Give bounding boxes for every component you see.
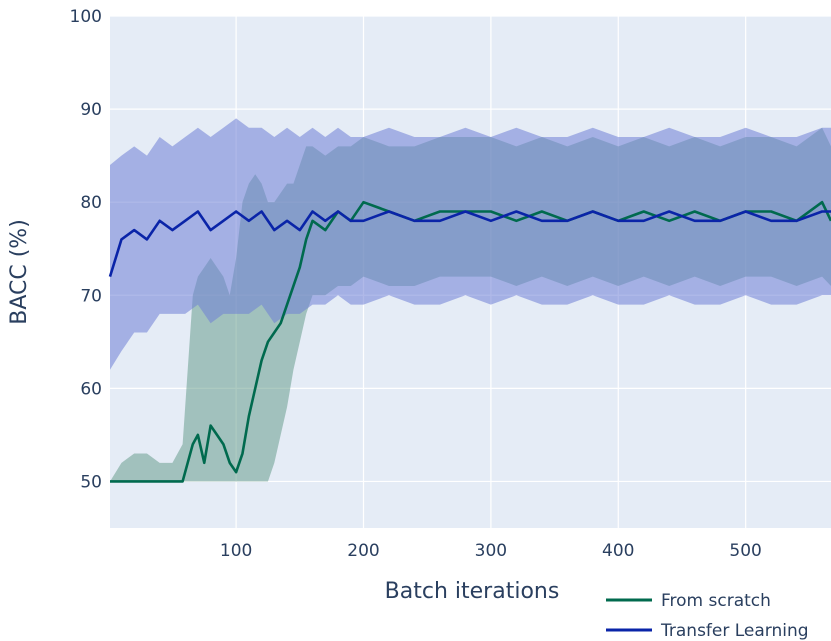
x-tick-label: 200 (347, 541, 379, 561)
legend: From scratch Transfer Learning (606, 591, 809, 641)
confidence-bands (110, 118, 831, 482)
y-tick-label: 90 (80, 100, 102, 120)
x-tick-label: 400 (602, 541, 634, 561)
y-tick-label: 100 (70, 7, 102, 27)
x-tick-label: 300 (475, 541, 507, 561)
x-axis-title: Batch iterations (385, 579, 560, 604)
y-tick-label: 70 (80, 286, 102, 306)
band-transfer-learning (110, 118, 831, 370)
y-tick-label: 50 (80, 472, 102, 492)
y-tick-label: 60 (80, 379, 102, 399)
x-tick-labels: 100 200 300 400 500 (220, 541, 762, 561)
legend-item-transfer-learning[interactable]: Transfer Learning (606, 621, 809, 641)
legend-label-transfer-learning: Transfer Learning (660, 621, 809, 641)
x-tick-label: 100 (220, 541, 252, 561)
series-line-transfer-learning (108, 210, 831, 278)
legend-item-from-scratch[interactable]: From scratch (606, 591, 771, 611)
y-tick-labels: 50 60 70 80 90 100 (70, 7, 102, 492)
series-line-from-scratch (110, 200, 831, 483)
legend-label-from-scratch: From scratch (661, 591, 771, 611)
series-lines (108, 200, 831, 483)
y-tick-label: 80 (80, 193, 102, 213)
x-tick-label: 500 (729, 541, 761, 561)
y-axis-title: BACC (%) (7, 219, 32, 325)
